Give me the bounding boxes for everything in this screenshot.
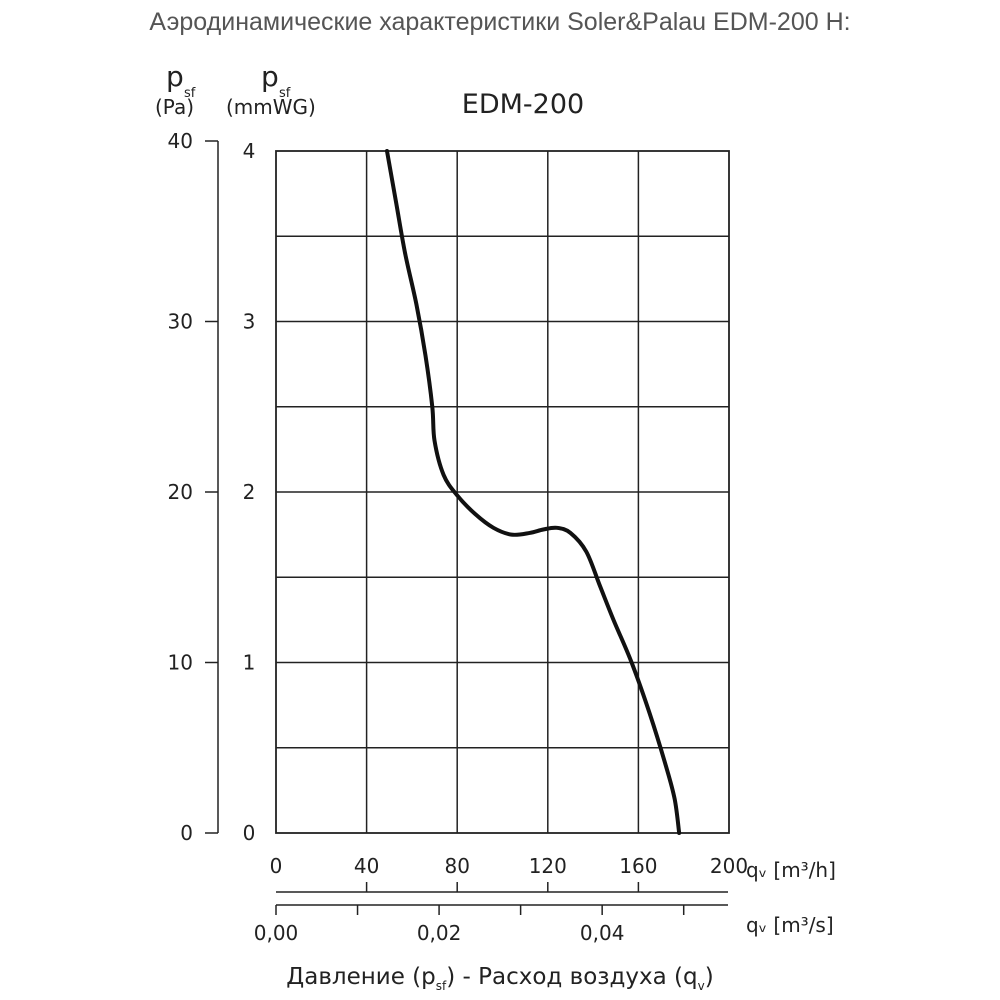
x2-tick-label: 0,00 [254, 921, 299, 945]
x-axis-label: qᵥ [m³/h] [746, 858, 836, 882]
y2-tick-label: 0 [243, 821, 256, 845]
grid [275, 150, 730, 834]
y-tick-label: 10 [168, 651, 193, 675]
x-tick-label: 160 [619, 854, 657, 878]
y-axis-symbol: p [166, 60, 184, 93]
y-axis-unit: (Pa) [155, 95, 194, 119]
x2-tick-label: 0,04 [580, 921, 625, 945]
y-axis-subscript: sf [184, 86, 196, 101]
caption-part2: ) - Расход воздуха (q [446, 964, 697, 990]
y-tick-label: 0 [180, 821, 193, 845]
x-tick-label: 200 [710, 854, 748, 878]
caption-sub2: v [698, 979, 705, 993]
chart-title: EDM-200 [462, 89, 584, 120]
caption-part1: Давление (p [286, 964, 436, 990]
x2-axis-label: qᵥ [m³/s] [746, 913, 834, 937]
y2-axis-symbol: p [261, 60, 279, 93]
y-tick-label: 30 [168, 310, 193, 334]
y2-tick-label: 2 [243, 480, 256, 504]
caption-part3: ) [705, 964, 714, 990]
x-tick-label: 0 [270, 854, 283, 878]
y2-tick-label: 1 [243, 651, 256, 675]
y2-tick-label: 4 [243, 139, 256, 163]
y2-tick-label: 3 [243, 310, 256, 334]
y2-axis-subscript: sf [279, 86, 291, 101]
x-tick-label: 40 [354, 854, 379, 878]
x2-tick-label: 0,02 [417, 921, 462, 945]
x-tick-label: 120 [529, 854, 567, 878]
footer-caption: Давление (psf) - Расход воздуха (qv) [286, 964, 713, 993]
axes [205, 140, 728, 915]
y-tick-label: 40 [168, 129, 193, 153]
y2-axis-unit: (mmWG) [226, 95, 316, 119]
x-tick-label: 80 [444, 854, 469, 878]
page-heading: Аэродинамические характеристики Soler&Pa… [149, 8, 851, 36]
y-tick-label: 20 [168, 480, 193, 504]
caption-sub1: sf [436, 979, 447, 993]
series-line [384, 149, 682, 835]
